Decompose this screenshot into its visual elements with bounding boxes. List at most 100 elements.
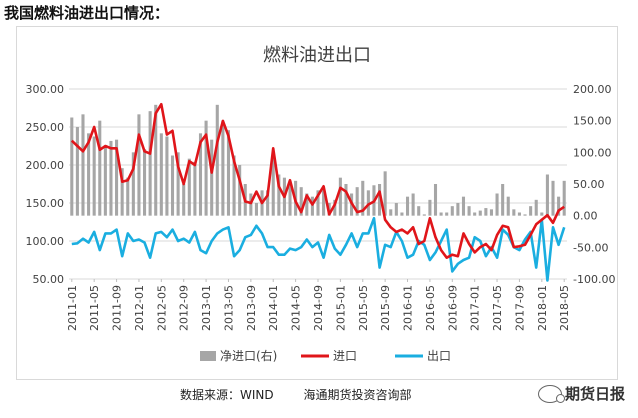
y-left-tick-label: 150.00: [26, 197, 65, 210]
net-import-bar: [489, 209, 493, 216]
y-right-tick-label: -100.00: [573, 273, 615, 286]
net-import-bar: [417, 206, 421, 216]
net-import-bar: [137, 114, 141, 216]
y-right-tick-label: 100.00: [573, 146, 612, 159]
net-import-bar: [422, 214, 426, 216]
chart-title: 燃料油进出口: [263, 45, 371, 66]
org-label: 海通期货投资咨询部: [303, 388, 412, 402]
net-import-bar: [478, 210, 482, 216]
net-import-bar: [495, 193, 499, 216]
x-tick-label: 2015-01: [334, 285, 347, 331]
x-tick-label: 2016-01: [402, 285, 415, 331]
net-import-bar: [215, 104, 219, 216]
y-right-tick-label: -50.00: [573, 241, 608, 254]
brand-badge: 期货日报: [538, 383, 625, 404]
net-import-bar: [98, 120, 102, 216]
x-tick-label: 2017-01: [469, 285, 482, 331]
x-tick-label: 2016-09: [446, 285, 459, 331]
net-import-bar: [288, 180, 292, 216]
net-import-bar: [562, 180, 566, 216]
net-import-bar: [517, 212, 521, 216]
x-tick-label: 2018-05: [558, 285, 571, 331]
y-left-tick-label: 50.00: [33, 273, 65, 286]
x-tick-label: 2018-01: [536, 285, 549, 331]
net-import-bar: [299, 187, 303, 216]
net-import-bar: [366, 190, 370, 216]
net-import-bar: [254, 203, 258, 216]
net-import-bar: [322, 190, 326, 216]
net-import-bar: [131, 152, 135, 216]
net-import-bar: [523, 214, 527, 216]
x-tick-label: 2011-09: [111, 285, 124, 331]
net-import-bar: [75, 127, 79, 216]
fuel-oil-chart: 燃料油进出口 50.00 100.00 150.00 200.00 250.00 300.0…: [26, 45, 616, 363]
y-left-tick-label: 300.00: [26, 83, 65, 96]
net-import-bar: [238, 165, 242, 216]
y-left-tick-label: 100.00: [26, 235, 65, 248]
net-import-bar: [204, 120, 208, 216]
net-import-bar: [305, 193, 309, 216]
chart-container: 燃料油进出口 50.00 100.00 150.00 200.00 250.00 300.0…: [16, 26, 618, 380]
y-right-tick-label: 200.00: [573, 83, 612, 96]
legend-swatch-net: [200, 351, 216, 361]
source-label: 数据来源：WIND: [180, 388, 274, 402]
x-tick-label: 2014-09: [312, 285, 325, 331]
net-import-bar: [433, 184, 438, 216]
x-tick-label: 2017-05: [491, 285, 504, 331]
legend-label-export: 出口: [427, 349, 451, 363]
legend-label-import: 进口: [333, 349, 357, 363]
brand-label: 期货日报: [565, 385, 626, 403]
net-import-bar: [221, 120, 225, 216]
net-import-bar: [87, 133, 91, 216]
net-import-bar: [143, 149, 147, 216]
net-import-bar: [249, 193, 253, 216]
net-import-bar: [484, 208, 488, 216]
net-import-bar: [534, 199, 538, 216]
x-tick-label: 2013-05: [222, 285, 235, 331]
net-import-bar: [428, 199, 432, 216]
net-import-bar: [389, 209, 393, 216]
net-import-bar: [70, 117, 74, 216]
x-tick-label: 2017-09: [513, 285, 526, 331]
net-import-bar: [461, 196, 466, 216]
net-import-bar: [361, 180, 365, 216]
net-import-bar: [170, 155, 175, 216]
net-import-bar: [456, 203, 460, 216]
net-import-bar: [338, 177, 342, 216]
net-import-bar: [154, 104, 158, 216]
net-import-bar: [411, 193, 415, 216]
net-import-bar: [148, 111, 152, 216]
net-import-bar: [540, 212, 544, 216]
y-right-tick-label: 50.00: [573, 178, 605, 191]
import-line: [70, 102, 565, 259]
x-tick-label: 2014-05: [290, 285, 303, 331]
net-import-bar: [266, 190, 270, 216]
net-import-bar: [467, 206, 471, 216]
net-import-bar: [450, 206, 454, 216]
y-left-tick-label: 250.00: [26, 121, 65, 134]
x-tick-label: 2015-05: [357, 285, 370, 331]
net-import-bar: [159, 133, 163, 216]
net-import-bar: [316, 190, 320, 216]
x-tick-label: 2013-01: [200, 285, 213, 331]
x-tick-label: 2012-09: [178, 285, 191, 331]
net-import-bar: [210, 139, 214, 216]
net-import-bar: [277, 174, 281, 216]
net-import-bar: [355, 187, 359, 216]
net-import-bar: [182, 184, 186, 216]
source-note: 数据来源：WIND 海通期货投资咨询部: [180, 386, 437, 403]
chat-bubble-icon: [538, 384, 565, 403]
x-tick-label: 2013-09: [245, 285, 258, 331]
net-import-bar: [394, 203, 398, 216]
net-import-bar: [512, 209, 516, 216]
net-import-bar: [120, 168, 124, 216]
y-right-tick-label: 150.00: [573, 115, 612, 128]
net-import-bar: [501, 184, 505, 216]
net-import-bar: [176, 152, 180, 216]
net-import-bar: [198, 133, 203, 216]
net-import-bar: [193, 161, 197, 216]
x-tick-label: 2012-01: [133, 285, 146, 331]
net-import-bar: [551, 180, 555, 216]
net-import-bar: [400, 212, 404, 216]
net-import-bar: [383, 171, 387, 216]
